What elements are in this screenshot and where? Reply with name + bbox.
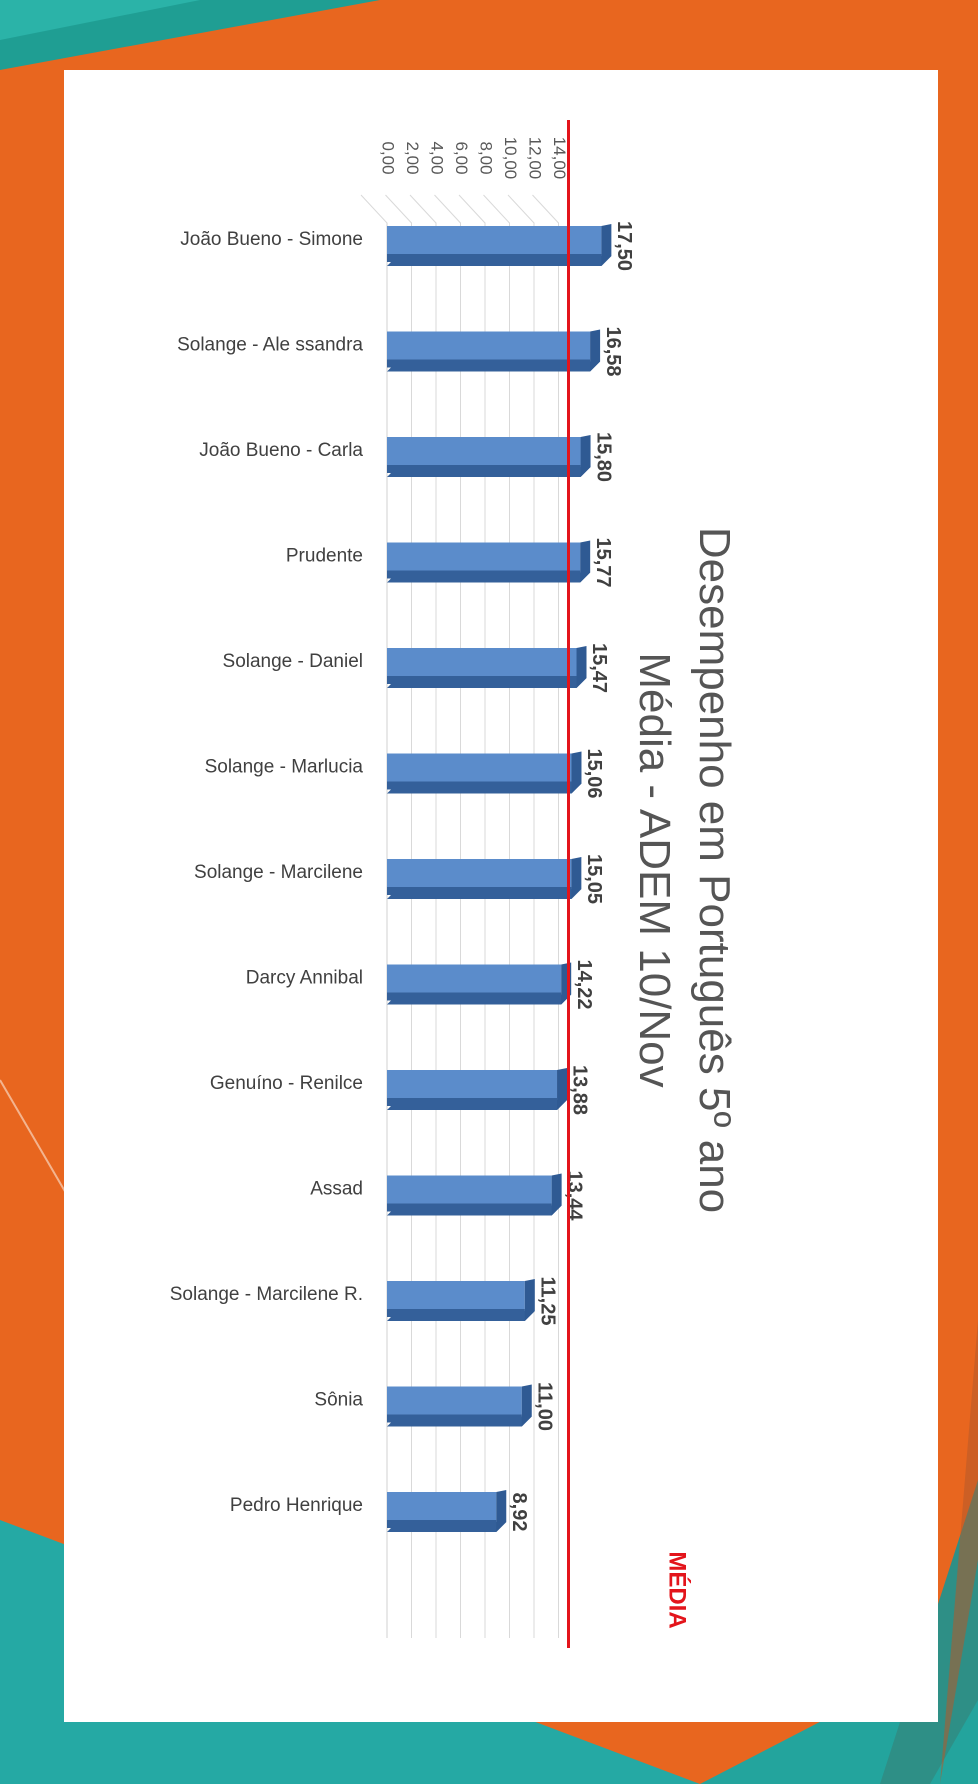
bar bbox=[387, 1175, 552, 1206]
gridline bbox=[532, 194, 559, 1638]
value-tick-label: 0,00 bbox=[379, 141, 398, 174]
bar bbox=[387, 331, 591, 362]
bar bbox=[387, 859, 572, 889]
bar-end-face bbox=[576, 646, 587, 688]
bar-value-label: 15,06 bbox=[583, 748, 605, 798]
bar bbox=[387, 964, 562, 995]
value-tick-label: 2,00 bbox=[403, 141, 422, 174]
bar-value-label: 13,88 bbox=[569, 1065, 591, 1115]
bar-end-face bbox=[571, 857, 582, 899]
bar-lower-edge bbox=[387, 465, 581, 473]
value-tick-label: 4,00 bbox=[428, 141, 447, 174]
bar-lower-edge bbox=[387, 887, 572, 895]
chart-title-line-1: Desempenho em Português 5º ano bbox=[690, 526, 739, 1214]
gridline bbox=[385, 194, 412, 1638]
category-label: Pedro Henrique bbox=[230, 1495, 363, 1516]
bar-value-label: 17,50 bbox=[613, 221, 635, 271]
bar-end-face bbox=[551, 1173, 562, 1216]
gridline bbox=[483, 194, 510, 1638]
bar-end-face bbox=[521, 1384, 532, 1427]
bar-value-label: 11,25 bbox=[537, 1277, 559, 1326]
category-label: Sônia bbox=[314, 1390, 363, 1411]
value-tick-label: 12,00 bbox=[526, 137, 545, 180]
bar-end-face bbox=[496, 1490, 507, 1532]
slide-card: 0,00 2,00 4,00 6,00 8,00 10,00 12,00 14,00 17,50… bbox=[64, 70, 938, 1722]
bar-end-face bbox=[580, 435, 591, 477]
bar-end-face bbox=[590, 329, 601, 372]
bar-end-face bbox=[601, 224, 612, 266]
value-tick-label: 6,00 bbox=[452, 141, 471, 174]
bar-lower-edge bbox=[387, 992, 562, 1001]
gridline bbox=[507, 194, 535, 1638]
bar-end-face bbox=[524, 1279, 535, 1321]
bar-lower-edge bbox=[387, 1309, 525, 1317]
bar bbox=[387, 1386, 522, 1417]
bar-lower-edge bbox=[387, 1414, 522, 1423]
media-reference-label: MÉDIA bbox=[664, 1551, 692, 1628]
bar bbox=[387, 1281, 525, 1311]
bar-end-face bbox=[571, 751, 582, 794]
bar-value-label: 16,58 bbox=[602, 326, 624, 376]
bar-lower-edge bbox=[387, 781, 572, 790]
category-label: Solange - Marcilene bbox=[194, 862, 363, 883]
category-label: Assad bbox=[310, 1179, 363, 1200]
bar-value-label: 11,00 bbox=[533, 1382, 555, 1431]
category-label: Darcy Annibal bbox=[246, 968, 363, 989]
bar-lower-edge bbox=[387, 254, 602, 262]
bar-lower-edge bbox=[387, 676, 577, 684]
bar bbox=[387, 437, 581, 467]
gridline bbox=[434, 194, 461, 1638]
gridline bbox=[409, 194, 437, 1638]
chart-title-line-2: Média - ADEM 10/Nov bbox=[630, 652, 679, 1088]
bar-chart: 0,00 2,00 4,00 6,00 8,00 10,00 12,00 14,00 17,50… bbox=[170, 120, 692, 1648]
bar bbox=[387, 226, 602, 256]
category-label: João Bueno - Simone bbox=[180, 229, 363, 250]
value-tick-label: 14,00 bbox=[550, 137, 569, 180]
bar bbox=[387, 753, 572, 784]
bar-value-label: 14,22 bbox=[573, 959, 595, 1009]
value-tick-label: 8,00 bbox=[477, 141, 496, 174]
bar bbox=[387, 1070, 558, 1100]
bar-value-label: 13,44 bbox=[563, 1170, 585, 1221]
bar-lower-edge bbox=[387, 570, 581, 579]
category-label: Genuíno - Renilce bbox=[210, 1073, 363, 1094]
bar-value-label: 15,47 bbox=[588, 643, 610, 693]
bar-value-label: 15,05 bbox=[583, 854, 605, 904]
gridline bbox=[458, 194, 486, 1638]
bar-value-label: 15,77 bbox=[592, 537, 614, 587]
category-label: Solange - Marcilene R. bbox=[170, 1284, 363, 1305]
gridline bbox=[360, 194, 388, 1638]
category-label: Prudente bbox=[286, 546, 363, 567]
bar-end-face bbox=[580, 540, 591, 583]
category-label: Solange - Marlucia bbox=[205, 757, 364, 778]
bar bbox=[387, 1492, 497, 1522]
value-tick-label: 10,00 bbox=[501, 137, 520, 180]
chart-title: Desempenho em Português 5º ano Média - A… bbox=[624, 370, 744, 1370]
bar-lower-edge bbox=[387, 1098, 558, 1106]
bar bbox=[387, 542, 581, 573]
bar-value-label: 15,80 bbox=[592, 432, 614, 482]
bar-lower-edge bbox=[387, 1203, 552, 1212]
bar-end-face bbox=[557, 1068, 568, 1110]
bar-lower-edge bbox=[387, 1520, 497, 1528]
bar-value-label: 8,92 bbox=[508, 1493, 530, 1532]
category-label: João Bueno - Carla bbox=[199, 440, 363, 461]
bar bbox=[387, 648, 577, 678]
category-label: Solange - Daniel bbox=[223, 651, 363, 672]
bar-lower-edge bbox=[387, 359, 591, 368]
category-label: Solange - Ale ssandra bbox=[177, 335, 363, 356]
